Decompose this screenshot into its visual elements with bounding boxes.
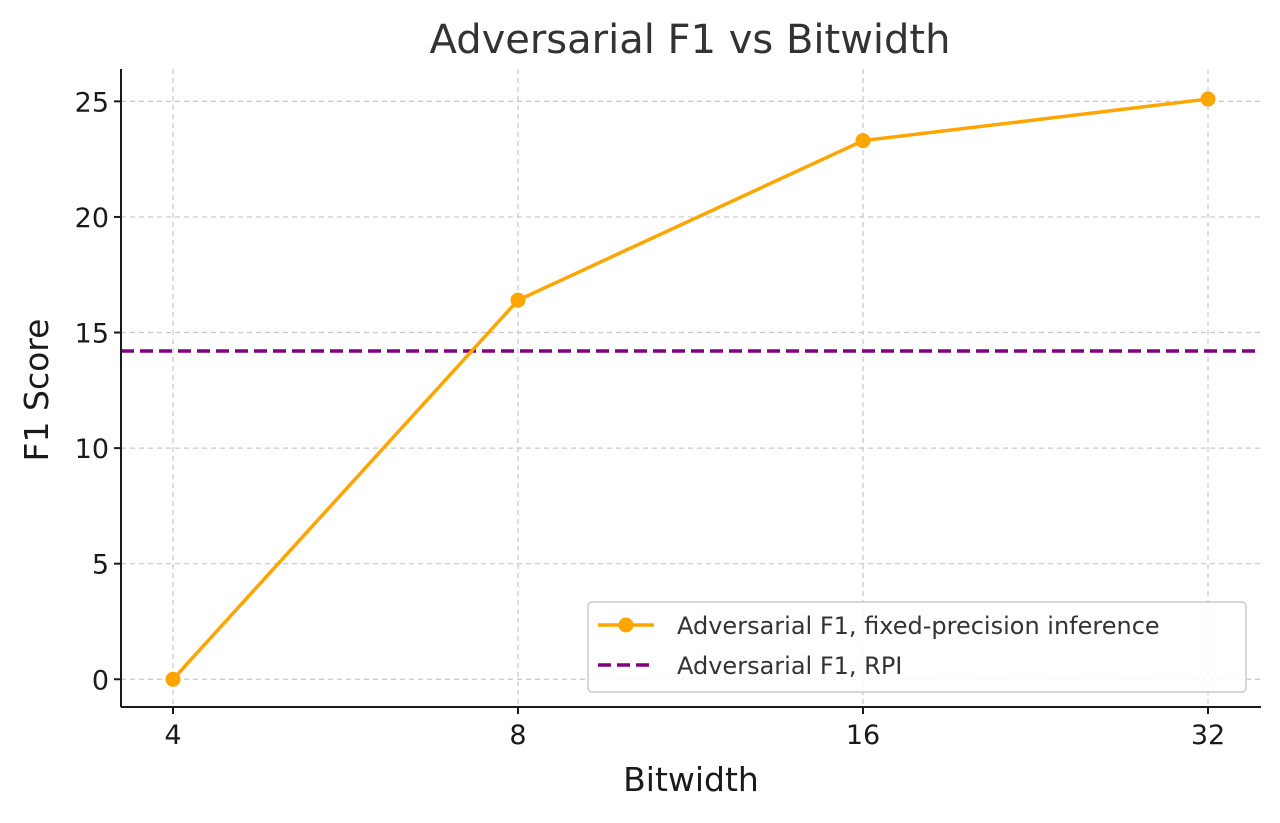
legend-swatch-marker xyxy=(618,617,634,633)
data-point xyxy=(165,671,181,687)
data-point xyxy=(1200,91,1216,107)
y-axis-title: F1 Score xyxy=(17,319,56,462)
y-tick-label: 5 xyxy=(92,550,109,581)
y-tick-label: 15 xyxy=(75,319,109,350)
legend-entry-rpi: Adversarial F1, RPI xyxy=(598,652,902,680)
legend: Adversarial F1, fixed-precision inferenc… xyxy=(587,601,1247,693)
x-axis-title: Bitwidth xyxy=(623,760,759,799)
x-tick-label: 32 xyxy=(1191,720,1225,751)
data-point xyxy=(855,133,871,149)
legend-label: Adversarial F1, fixed-precision inferenc… xyxy=(677,612,1160,640)
y-axis-ticks: 0 5 10 15 20 25 xyxy=(75,87,121,696)
x-tick-label: 8 xyxy=(509,720,526,751)
y-tick-label: 10 xyxy=(75,434,109,465)
legend-label: Adversarial F1, RPI xyxy=(677,652,902,680)
series-layer xyxy=(165,91,1216,687)
legend-frame xyxy=(587,601,1247,693)
legend-entry-fixed-precision: Adversarial F1, fixed-precision inferenc… xyxy=(598,612,1160,640)
data-point xyxy=(510,292,526,308)
y-tick-label: 0 xyxy=(92,665,109,696)
x-tick-label: 4 xyxy=(164,720,181,751)
axes-layer xyxy=(120,69,1261,708)
series-line xyxy=(171,97,1209,681)
y-tick-label: 20 xyxy=(75,203,109,234)
x-tick-label: 16 xyxy=(846,720,880,751)
x-axis-ticks: 4 8 16 32 xyxy=(164,707,1225,751)
y-tick-label: 25 xyxy=(75,87,109,118)
chart-title: Adversarial F1 vs Bitwidth xyxy=(430,17,951,63)
